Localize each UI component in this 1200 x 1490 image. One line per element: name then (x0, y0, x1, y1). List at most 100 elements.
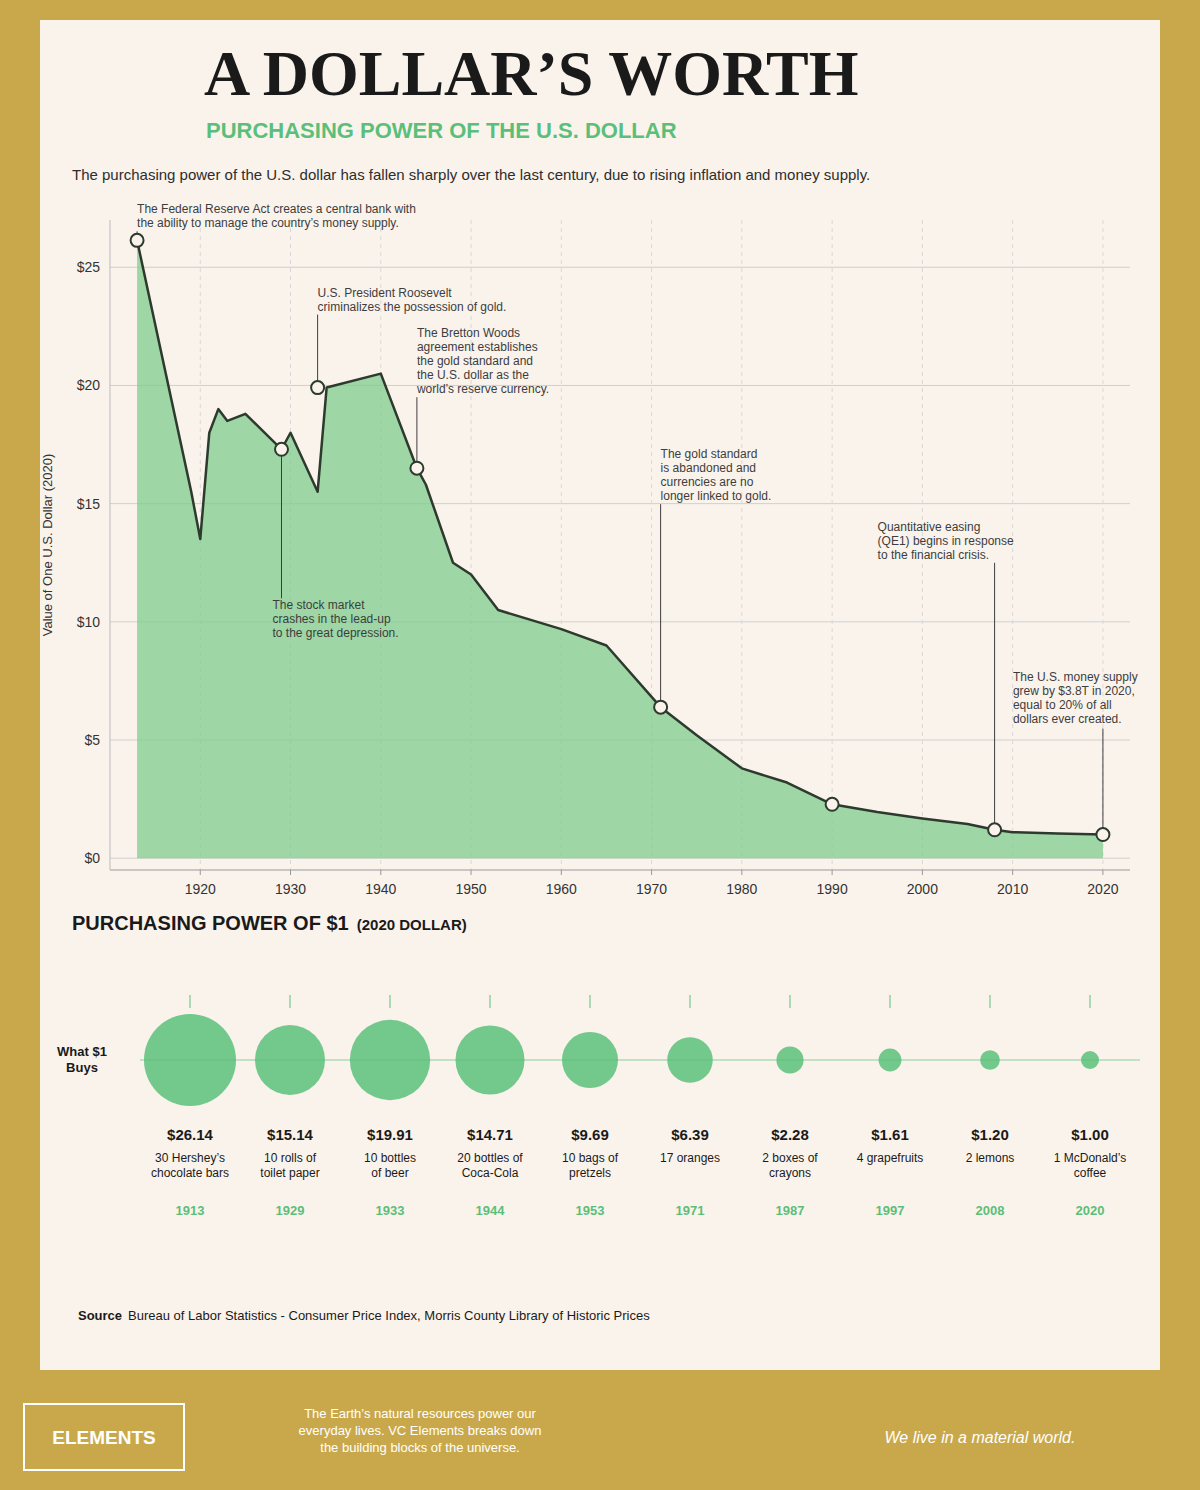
item-label: 1 McDonald’scoffee (1054, 1151, 1126, 1180)
item-label-line: Coca-Cola (462, 1166, 519, 1180)
annotation-line: The Federal Reserve Act creates a centra… (137, 202, 416, 216)
annotation-line (281, 449, 282, 598)
x-tick (1012, 870, 1013, 875)
side-label-line: Buys (66, 1060, 98, 1075)
annotation: U.S. President Rooseveltcriminalizes the… (318, 286, 507, 314)
x-tick-label: 1990 (817, 881, 848, 897)
plot-area (137, 240, 1103, 858)
annotation-line: the U.S. dollar as the (417, 368, 529, 382)
price-label: $15.14 (267, 1126, 314, 1143)
item-label: 10 rolls oftoilet paper (260, 1151, 319, 1180)
annotation-line (994, 563, 995, 830)
annotation-line: world’s reserve currency. (416, 382, 549, 396)
annotation-line: U.S. President Roosevelt (318, 286, 453, 300)
item-label-line: 10 rolls of (264, 1151, 317, 1165)
x-tick-label: 2010 (997, 881, 1028, 897)
grid (110, 220, 1130, 870)
item-label-line: 20 bottles of (457, 1151, 523, 1165)
x-tick-label: 1920 (185, 881, 216, 897)
highlight-dot (311, 381, 324, 394)
item-label-line: chocolate bars (151, 1166, 229, 1180)
bubble (255, 1025, 325, 1095)
source: Bureau of Labor Statistics - Consumer Pr… (128, 1308, 650, 1323)
x-tick-label: 1930 (275, 881, 306, 897)
highlight-dot (654, 701, 667, 714)
highlight-dot (410, 462, 423, 475)
annotation-line: longer linked to gold. (661, 489, 772, 503)
price-label: $1.61 (871, 1126, 909, 1143)
item-label-line: 30 Hershey’s (155, 1151, 225, 1165)
item-label-line: crayons (769, 1166, 811, 1180)
y-axis-line (110, 220, 111, 870)
annotation-line: The stock market (273, 598, 366, 612)
y-tick-label: $15 (77, 496, 101, 512)
description: The purchasing power of the U.S. dollar … (72, 166, 870, 183)
price-label: $19.91 (367, 1126, 413, 1143)
highlight-dot (275, 443, 288, 456)
annotation-line: Quantitative easing (878, 520, 981, 534)
section-title: PURCHASING POWER OF $1 (72, 912, 349, 934)
item-label-line: 1 McDonald’s (1054, 1151, 1126, 1165)
bubble-stem (1090, 995, 1091, 1008)
category-label: 1997 (876, 1203, 905, 1218)
annotation-line: criminalizes the possession of gold. (318, 300, 507, 314)
annotation: Quantitative easing(QE1) begins in respo… (878, 520, 1014, 562)
grid-line-y (110, 385, 1130, 386)
bubble (980, 1050, 1000, 1070)
item-label: 30 Hershey’schocolate bars (151, 1151, 229, 1180)
area-line (137, 240, 1103, 834)
x-tick-label: 1950 (455, 881, 486, 897)
annotation-line: The gold standard (661, 447, 758, 461)
item-label: 10 bags ofpretzels (562, 1151, 619, 1180)
x-tick (561, 870, 562, 875)
grid-line-x (1102, 220, 1103, 870)
item-label-line: 10 bags of (562, 1151, 619, 1165)
annotation-line: the ability to manage the country’s mone… (137, 216, 399, 230)
item-label-line: toilet paper (260, 1166, 319, 1180)
annotation-line: The U.S. money supply (1013, 670, 1138, 684)
annotation-line: the gold standard and (417, 354, 533, 368)
price-label: $26.14 (167, 1126, 214, 1143)
x-tick-label: 2020 (1087, 881, 1118, 897)
price-label: $1.00 (1071, 1126, 1109, 1143)
item-label: 4 grapefruits (857, 1151, 924, 1165)
annotation: The stock marketcrashes in the lead-upto… (273, 598, 399, 640)
footer-text-line: everyday lives. VC Elements breaks down (299, 1423, 542, 1438)
bubble-stem (290, 995, 291, 1008)
annotation-line: to the great depression. (273, 626, 399, 640)
highlight-points (131, 234, 1110, 841)
bubble (879, 1049, 902, 1072)
item-label: 2 boxes ofcrayons (762, 1151, 818, 1180)
bubble-stem (490, 995, 491, 1008)
category-label: 1944 (476, 1203, 506, 1218)
x-tick (471, 870, 472, 875)
x-tick (922, 870, 923, 875)
price-label: $2.28 (771, 1126, 809, 1143)
annotation-line: grew by $3.8T in 2020, (1013, 684, 1135, 698)
x-tick-label: 1940 (365, 881, 396, 897)
grid-line-x (832, 220, 833, 870)
side-label: What $1Buys (57, 1044, 107, 1075)
item-label-line: 2 boxes of (762, 1151, 818, 1165)
annotation-line: The Bretton Woods (417, 326, 520, 340)
y-axis-label: Value of One U.S. Dollar (2020) (40, 454, 55, 637)
subtitle: PURCHASING POWER OF THE U.S. DOLLAR (206, 118, 677, 143)
highlight-dot (131, 234, 144, 247)
annotation-line (1102, 729, 1103, 835)
y-tick-label: $20 (77, 377, 101, 393)
price-label: $1.20 (971, 1126, 1009, 1143)
x-tick (651, 870, 652, 875)
bubble-stem (990, 995, 991, 1008)
area (137, 240, 1103, 858)
category-label: 1913 (176, 1203, 205, 1218)
item-label-line: 2 lemons (966, 1151, 1015, 1165)
annotation: The U.S. money supplygrew by $3.8T in 20… (1013, 670, 1138, 726)
annotation-line (317, 315, 318, 388)
source-label: Source (78, 1308, 122, 1323)
bubble (776, 1046, 803, 1073)
item-label-line: 10 bottles (364, 1151, 416, 1165)
price-label: $14.71 (467, 1126, 513, 1143)
x-tick (741, 870, 742, 875)
y-tick-label: $5 (84, 732, 100, 748)
page: A DOLLAR’S WORTHPURCHASING POWER OF THE … (0, 0, 1200, 1490)
